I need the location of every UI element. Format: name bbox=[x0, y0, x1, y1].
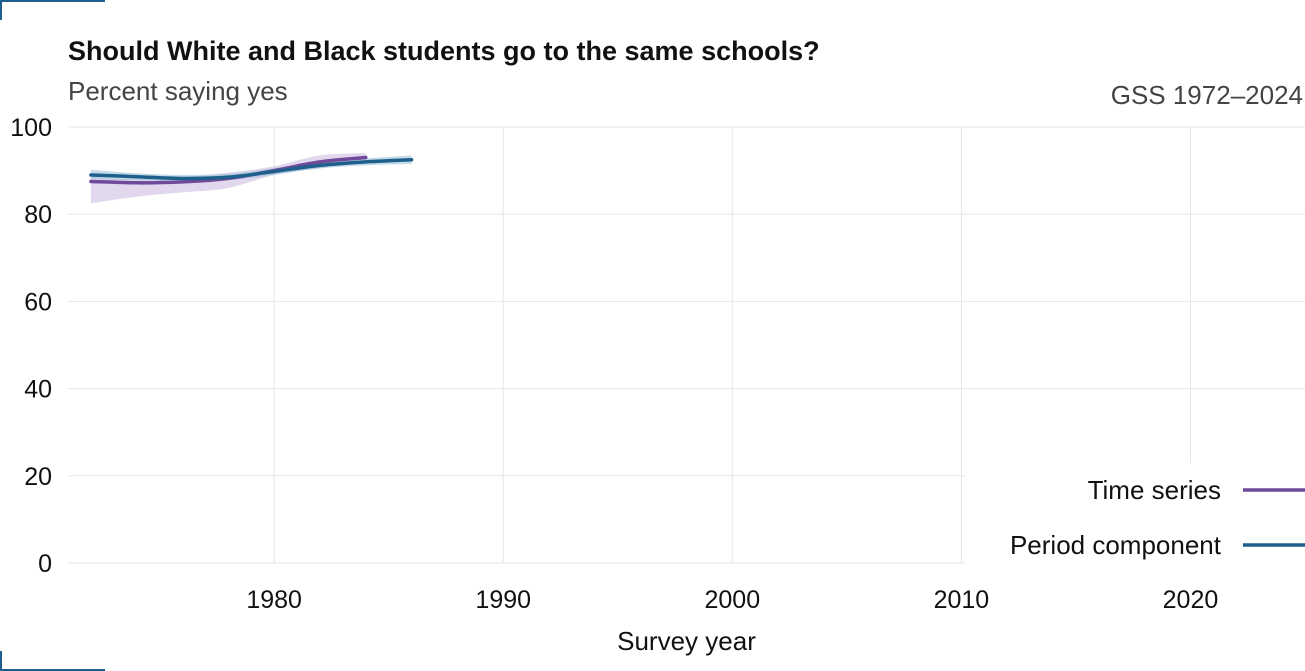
x-axis-title: Survey year bbox=[617, 626, 756, 656]
series-lines bbox=[89, 155, 414, 185]
chart-subtitle: Percent saying yes bbox=[68, 76, 288, 106]
y-axis-ticks: 0 20 40 60 80 100 bbox=[10, 114, 52, 578]
y-tick-label: 60 bbox=[24, 288, 52, 316]
x-tick-label: 2010 bbox=[934, 586, 990, 614]
y-tick-label: 0 bbox=[38, 550, 52, 578]
x-tick-label: 1980 bbox=[246, 586, 302, 614]
x-tick-label: 1990 bbox=[475, 586, 531, 614]
legend-item: Time series bbox=[1088, 475, 1305, 505]
y-tick-label: 80 bbox=[24, 201, 52, 229]
source-note: GSS 1972–2024 bbox=[1110, 80, 1303, 110]
y-tick-label: 100 bbox=[10, 114, 52, 142]
grid bbox=[68, 126, 1305, 564]
legend-label: Period component bbox=[1010, 530, 1222, 560]
y-tick-label: 20 bbox=[24, 463, 52, 491]
x-axis-ticks: 1980 1990 2000 2010 2020 bbox=[246, 586, 1218, 614]
corner-mark-top bbox=[0, 0, 105, 20]
chart-title: Should White and Black students go to th… bbox=[68, 36, 820, 66]
legend-label: Time series bbox=[1088, 475, 1221, 505]
corner-mark-bottom bbox=[0, 651, 105, 671]
series-line bbox=[89, 157, 414, 181]
legend-item: Period component bbox=[1010, 530, 1305, 560]
legend: Time series Period component bbox=[1010, 475, 1305, 560]
x-tick-label: 2000 bbox=[705, 586, 761, 614]
y-tick-label: 40 bbox=[24, 376, 52, 404]
x-tick-label: 2020 bbox=[1163, 586, 1219, 614]
